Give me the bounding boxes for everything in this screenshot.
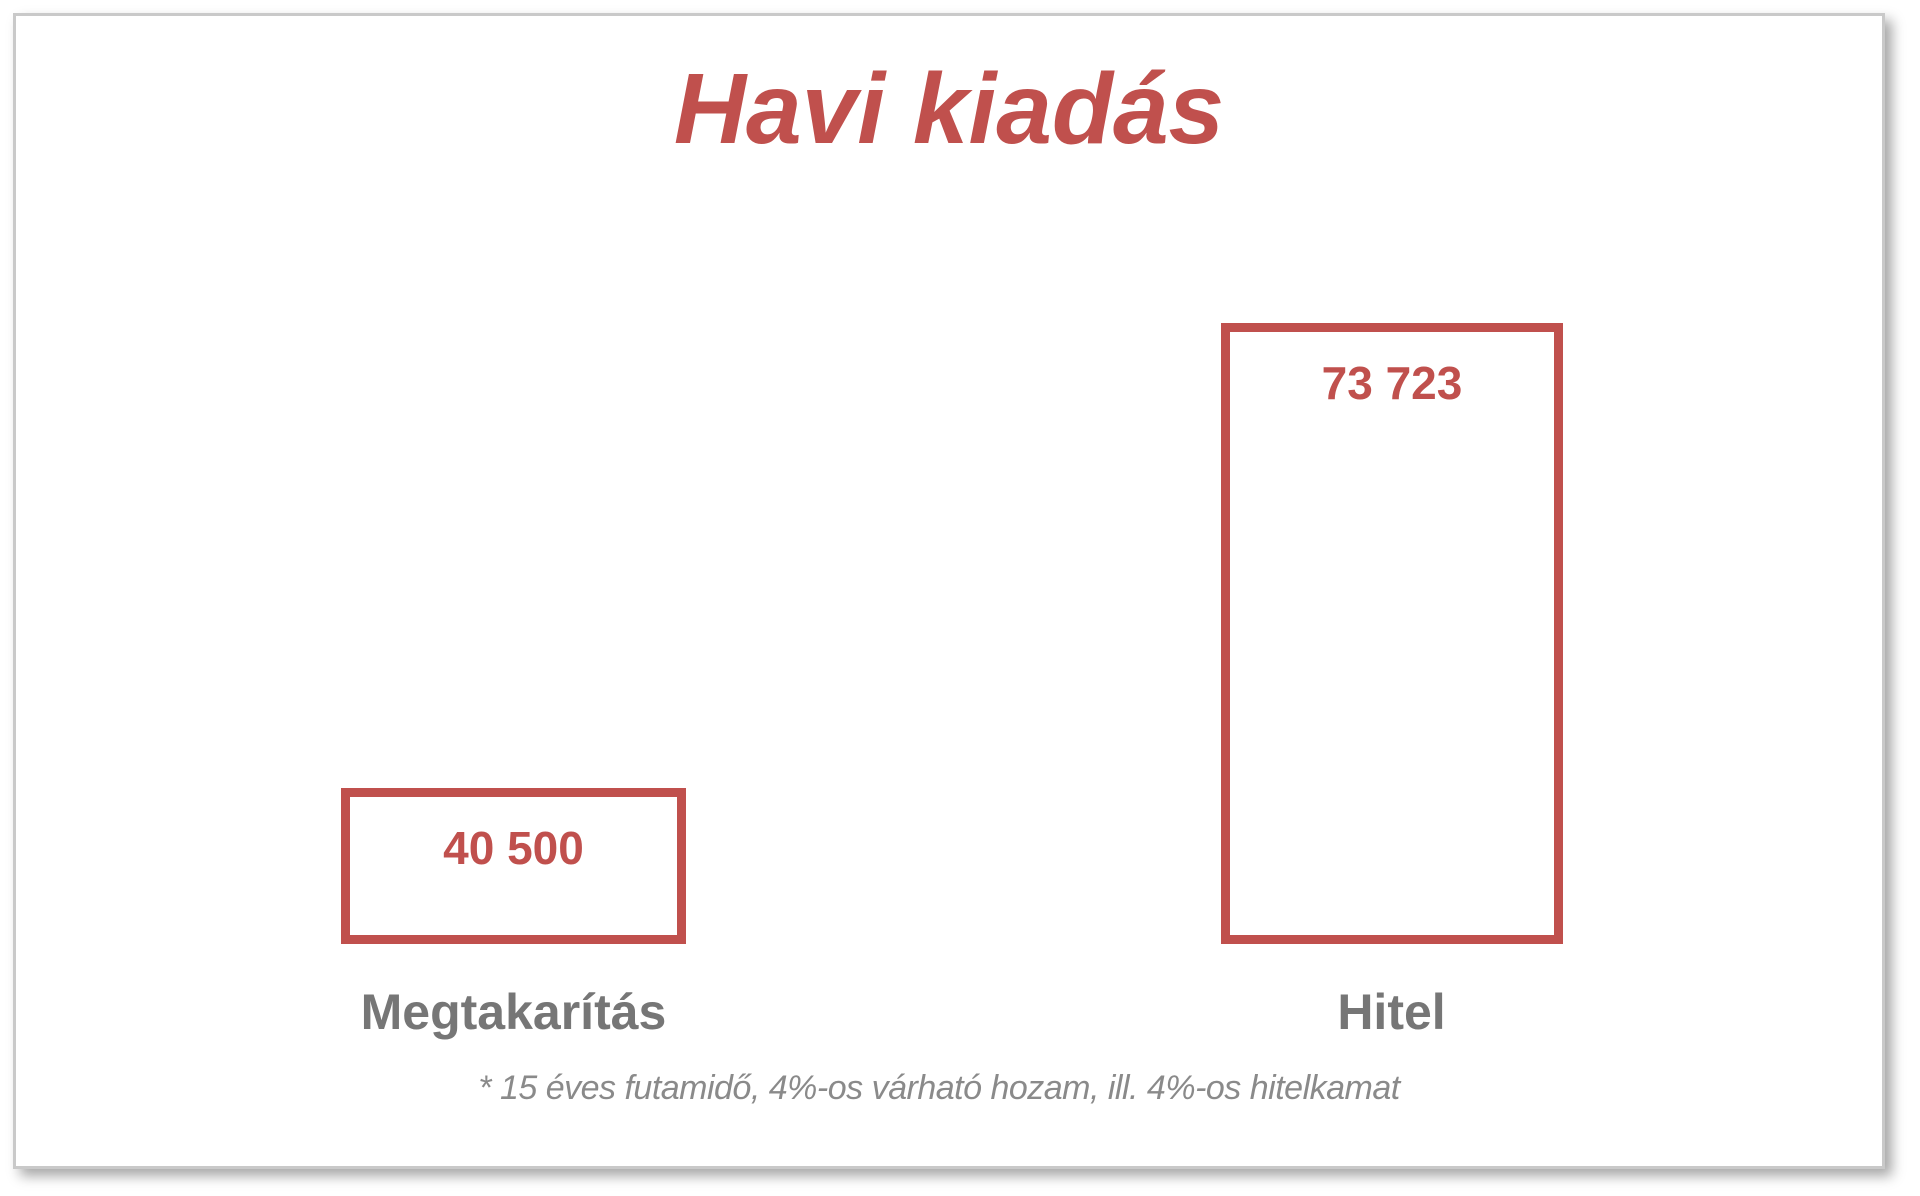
bar-megtakaritas: 40 500 [341, 788, 686, 944]
chart-footnote: * 15 éves futamidő, 4%-os várható hozam,… [478, 1069, 1400, 1107]
category-label-megtakaritas: Megtakarítás [360, 984, 667, 1040]
slide-card: Havi kiadás 40 500 73 723 Megtakarítás H… [13, 13, 1885, 1169]
chart-title: Havi kiadás [673, 53, 1225, 165]
category-label-hitel: Hitel [1337, 984, 1446, 1040]
bar-value-hitel: 73 723 [1321, 357, 1463, 409]
bar-hitel: 73 723 [1221, 323, 1563, 944]
bar-value-megtakaritas: 40 500 [443, 822, 584, 874]
